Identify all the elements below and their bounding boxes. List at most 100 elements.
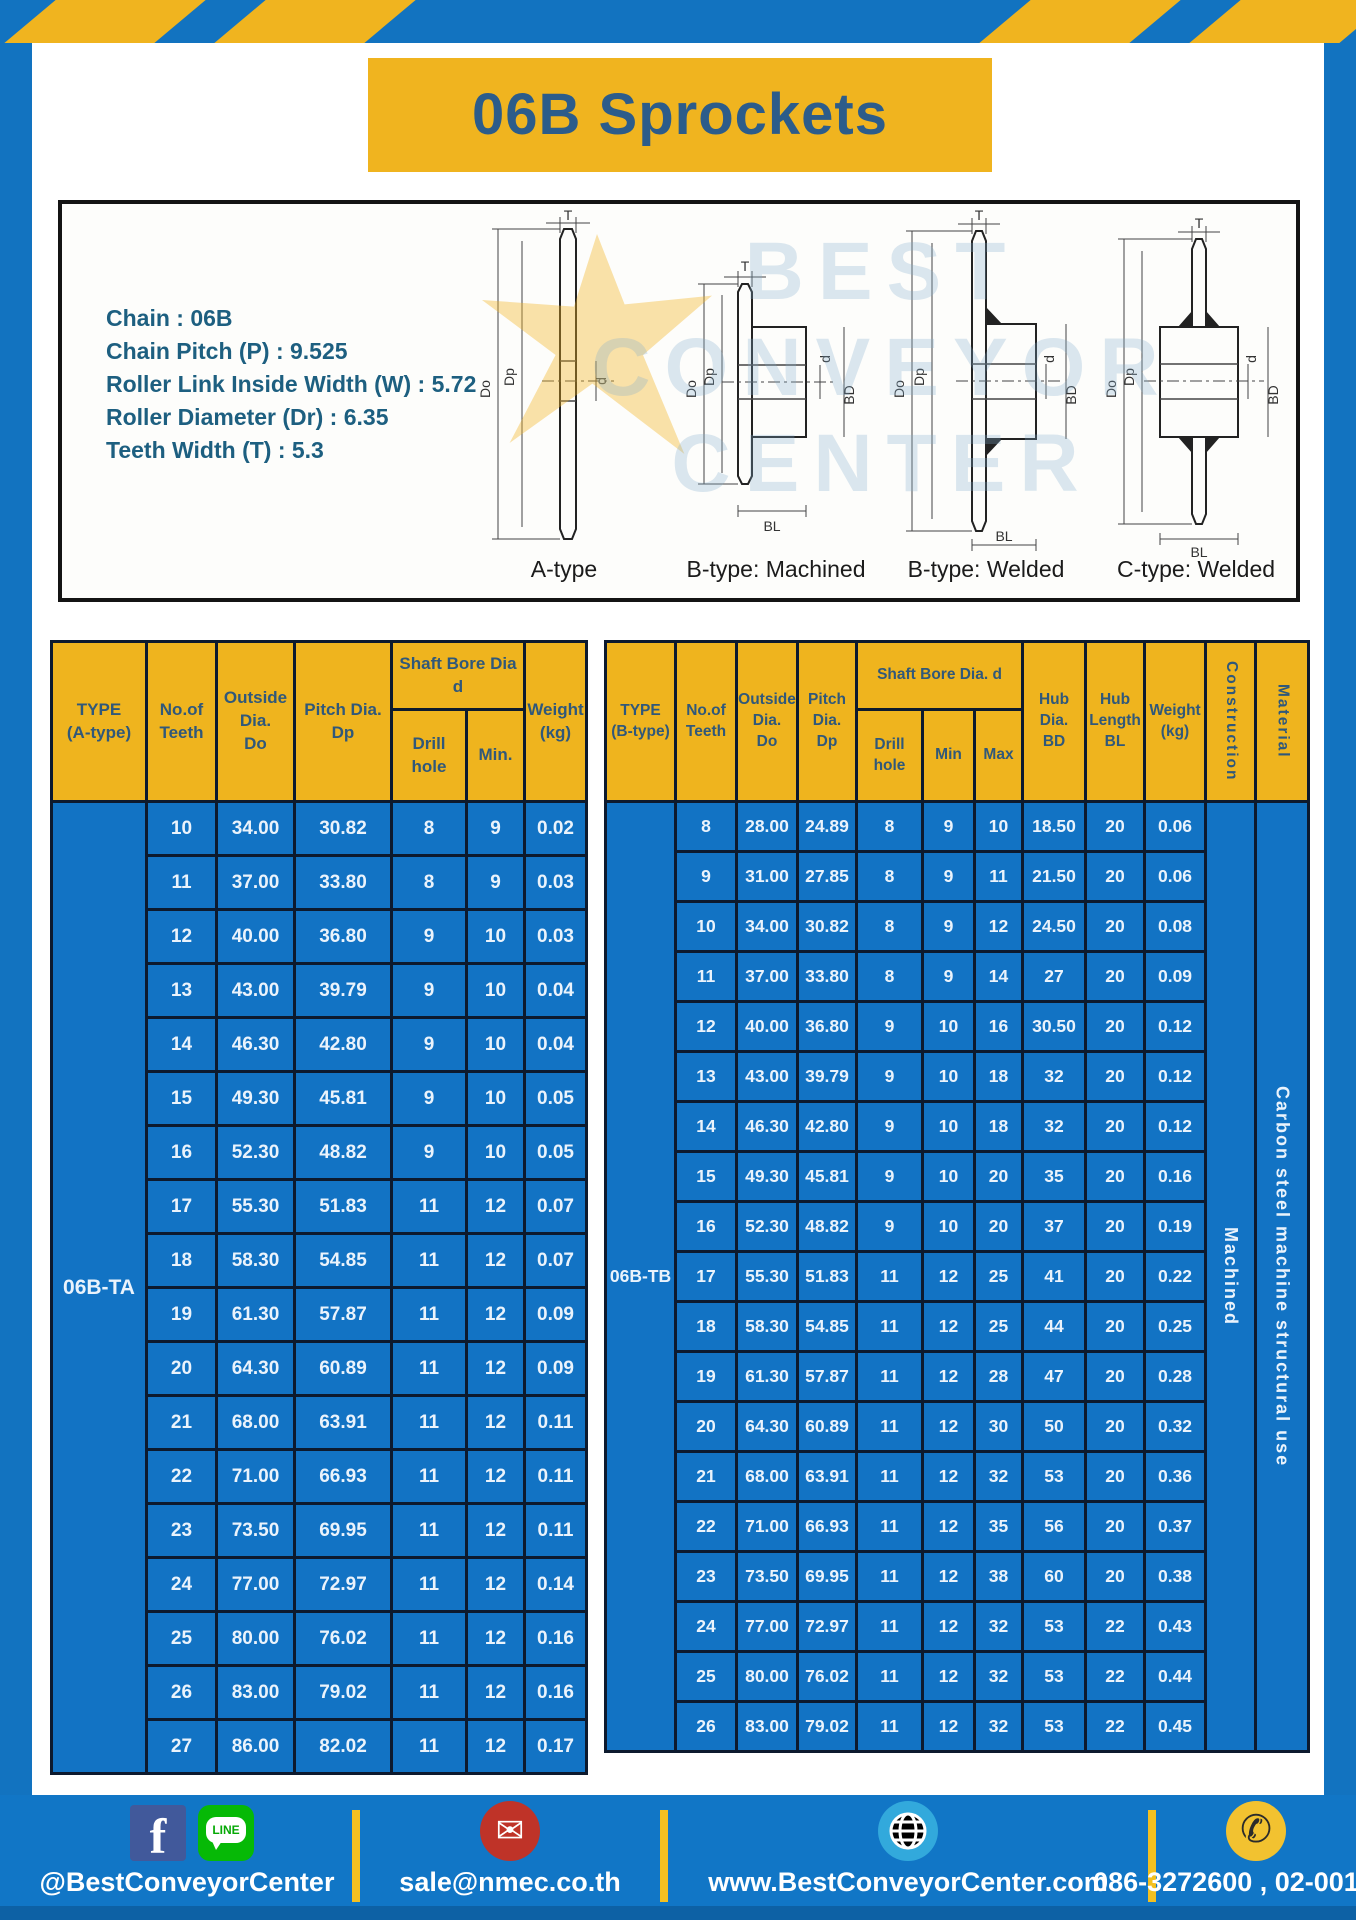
footer-divider	[352, 1810, 360, 1902]
phone-icon[interactable]: ✆	[1226, 1801, 1286, 1861]
table-cell: 51.83	[796, 1250, 858, 1303]
table-cell: 58.30	[735, 1300, 799, 1353]
col-header-max: Max	[972, 708, 1025, 803]
footer-divider	[1148, 1810, 1156, 1902]
table-cell: 12	[465, 1394, 526, 1451]
table-cell: 9	[390, 1124, 468, 1181]
table-cell: 20	[145, 1340, 218, 1397]
table-cell: 0.07	[523, 1178, 588, 1235]
table-cell: 19	[145, 1286, 218, 1343]
spec-line: Chain : 06B	[106, 305, 233, 331]
footer-website-section[interactable]: www.BestConveyorCenter.com	[668, 1795, 1148, 1920]
table-cell: 11	[855, 1550, 924, 1603]
table-cell: 63.91	[796, 1450, 858, 1503]
table-cell: 12	[465, 1286, 526, 1343]
sprocket-diagram-c-welded: T Do Dp d BD BL	[1103, 215, 1281, 559]
table-cell: 0.11	[523, 1394, 588, 1451]
table-cell: 17	[145, 1178, 218, 1235]
table-cell: 54.85	[293, 1232, 393, 1289]
table-cell: 0.22	[1143, 1250, 1208, 1303]
table-cell: 52.30	[215, 1124, 296, 1181]
table-cell: 80.00	[735, 1650, 799, 1703]
dim-label-t: T	[741, 258, 750, 274]
table-cell: 12	[921, 1350, 976, 1403]
table-cell: 53	[1021, 1450, 1088, 1503]
table-cell: 26	[145, 1664, 218, 1721]
table-row: 24 77.00 72.97 11 12 0.14	[52, 1556, 588, 1613]
table-row: 23 73.50 69.95 11 12 38 60 20 0.38	[606, 1550, 1309, 1603]
col-header-weight: Weight (kg)	[523, 640, 588, 803]
table-cell: 12	[465, 1556, 526, 1613]
table-cell: 12	[972, 900, 1025, 953]
table-cell: 8	[855, 900, 924, 953]
table-cell: 9	[390, 1016, 468, 1073]
table-cell: 63.91	[293, 1394, 393, 1451]
footer-email-section[interactable]: ✉ sale@nmec.co.th	[360, 1795, 660, 1920]
table-cell: 25	[674, 1650, 738, 1703]
table-row: 26 83.00 79.02 11 12 0.16	[52, 1664, 588, 1721]
table-cell: 0.09	[1143, 950, 1208, 1003]
table-cell: 0.11	[523, 1502, 588, 1559]
dim-label-bl: BL	[763, 518, 780, 534]
table-cell: 0.16	[523, 1610, 588, 1667]
table-row: 11 37.00 33.80 8 9 0.03	[52, 854, 588, 911]
col-header-construction: Construction	[1204, 640, 1258, 803]
table-cell: 9	[855, 1000, 924, 1053]
table-cell: 30.50	[1021, 1000, 1088, 1053]
table-cell: 0.11	[523, 1448, 588, 1505]
table-cell: 72.97	[293, 1556, 393, 1613]
email-icon[interactable]: ✉	[480, 1801, 540, 1861]
table-cell: 0.37	[1143, 1500, 1208, 1553]
table-row: 25 80.00 76.02 11 12 32 53 22 0.44	[606, 1650, 1309, 1703]
table-row: 17 55.30 51.83 11 12 25 41 20 0.22	[606, 1250, 1309, 1303]
table-cell: 8	[390, 854, 468, 911]
website-url[interactable]: www.BestConveyorCenter.com	[708, 1867, 1108, 1897]
table-cell: 43.00	[735, 1050, 799, 1103]
table-cell: 31.00	[735, 850, 799, 903]
table-cell: 39.79	[796, 1050, 858, 1103]
social-handle[interactable]: @BestConveyorCenter	[39, 1867, 335, 1897]
table-cell: 8	[855, 850, 924, 903]
table-cell: 0.12	[1143, 1050, 1208, 1103]
facebook-icon[interactable]: f	[130, 1805, 186, 1864]
table-cell: 8	[390, 800, 468, 857]
table-cell: 48.82	[293, 1124, 393, 1181]
globe-icon[interactable]	[878, 1801, 938, 1861]
line-icon[interactable]: LINE	[198, 1805, 254, 1861]
table-cell: 20	[1084, 1150, 1147, 1203]
table-cell: 20	[1084, 1050, 1147, 1103]
table-cell: 11	[390, 1394, 468, 1451]
table-cell: 10	[465, 962, 526, 1019]
dim-label-bl: BL	[995, 528, 1012, 544]
table-row: 14 46.30 42.80 9 10 18 32 20 0.12	[606, 1100, 1309, 1153]
table-cell: 51.83	[293, 1178, 393, 1235]
table-cell: 80.00	[215, 1610, 296, 1667]
sprocket-diagram-b-machined: T Do Dp d BD BL	[683, 258, 857, 534]
table-cell: 11	[390, 1610, 468, 1667]
table-cell: 53	[1021, 1650, 1088, 1703]
email-address[interactable]: sale@nmec.co.th	[399, 1867, 621, 1897]
footer-bottom-strip	[0, 1906, 1356, 1920]
table-cell: 24	[674, 1600, 738, 1653]
spec-line: Teeth Width (T) : 5.3	[106, 437, 324, 463]
table-cell: 40.00	[735, 1000, 799, 1053]
table-row: 15 49.30 45.81 9 10 20 35 20 0.16	[606, 1150, 1309, 1203]
table-cell: 0.16	[523, 1664, 588, 1721]
table-cell: 35	[1021, 1150, 1088, 1203]
footer-phone-section[interactable]: ✆ 086-3272600 , 02-0017766	[1093, 1795, 1356, 1920]
sprocket-diagram-a-type: T Do Dp d	[477, 209, 614, 540]
phone-numbers[interactable]: 086-3272600 , 02-0017766	[1093, 1867, 1356, 1897]
table-cell: 27.85	[796, 850, 858, 903]
table-cell: 28.00	[735, 800, 799, 853]
table-cell: 11	[855, 1500, 924, 1553]
table-cell: 21.50	[1021, 850, 1088, 903]
table-row: 18 58.30 54.85 11 12 0.07	[52, 1232, 588, 1289]
footer-social-section[interactable]: f LINE @BestConveyorCenter	[22, 1795, 352, 1920]
table-cell: 68.00	[215, 1394, 296, 1451]
table-cell: 12	[465, 1232, 526, 1289]
table-cell: 64.30	[215, 1340, 296, 1397]
table-row: 13 43.00 39.79 9 10 18 32 20 0.12	[606, 1050, 1309, 1103]
dim-label-do: Do	[1103, 380, 1119, 398]
table-cell: 0.09	[523, 1286, 588, 1343]
dim-label-d: d	[1041, 355, 1057, 363]
